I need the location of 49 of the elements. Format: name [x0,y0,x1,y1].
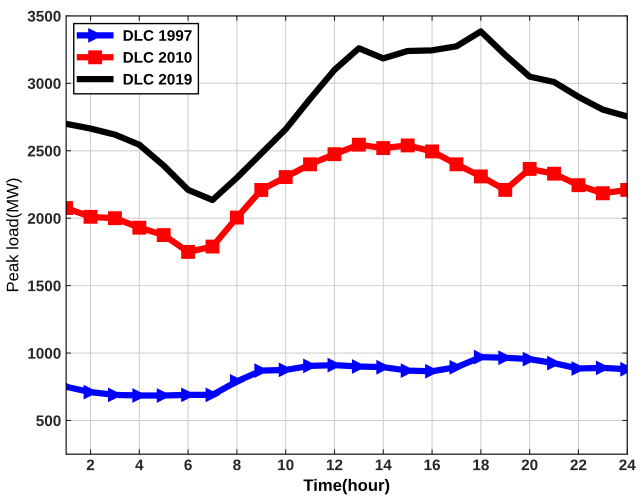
point [376,141,390,156]
x-tick-label: 6 [184,459,192,470]
point [132,220,146,235]
point [498,182,512,197]
point [425,144,440,158]
point [230,374,244,388]
point [328,147,342,162]
y-tick-label: 500 [36,415,61,426]
x-tick-label: 18 [473,459,489,470]
x-tick-label: 10 [278,459,294,470]
point [596,186,610,200]
point [522,162,537,176]
legend-label: DLC 2010 [124,52,192,63]
x-tick-label: 20 [522,459,538,470]
x-tick-label: 14 [376,460,392,470]
y-tick-label: 3000 [28,78,61,90]
x-tick-label: 8 [233,459,241,470]
x-tick-label: 16 [424,459,440,470]
y-tick-label: 3500 [28,10,61,22]
point [474,169,488,184]
point [450,360,464,374]
x-tick-label: 4 [135,460,144,470]
y-axis-title: Peak load(MW) [6,178,22,292]
x-axis-title: Time(hour) [304,478,390,494]
legend-label: DLC 2019 [124,74,192,85]
point [156,228,171,242]
x-tick-label: 24 [619,459,636,470]
point [181,244,196,259]
point [278,170,293,184]
point [400,138,415,152]
point [206,240,220,254]
point [84,210,98,224]
point [303,157,318,172]
point [254,182,268,197]
point [571,178,586,192]
x-tick-label: 12 [326,459,342,470]
point [108,211,122,226]
point [547,166,561,181]
legend-label: DLC 1997 [124,30,192,41]
point [230,210,244,224]
y-tick-label: 1500 [28,280,61,292]
point [352,138,366,152]
x-tick-label: 22 [570,459,586,470]
x-tick-label: 2 [86,459,94,470]
point [450,157,464,172]
y-tick-label: 2000 [28,213,61,224]
y-tick-label: 1000 [28,348,61,359]
point [206,388,220,402]
y-tick-label: 2500 [28,146,61,156]
